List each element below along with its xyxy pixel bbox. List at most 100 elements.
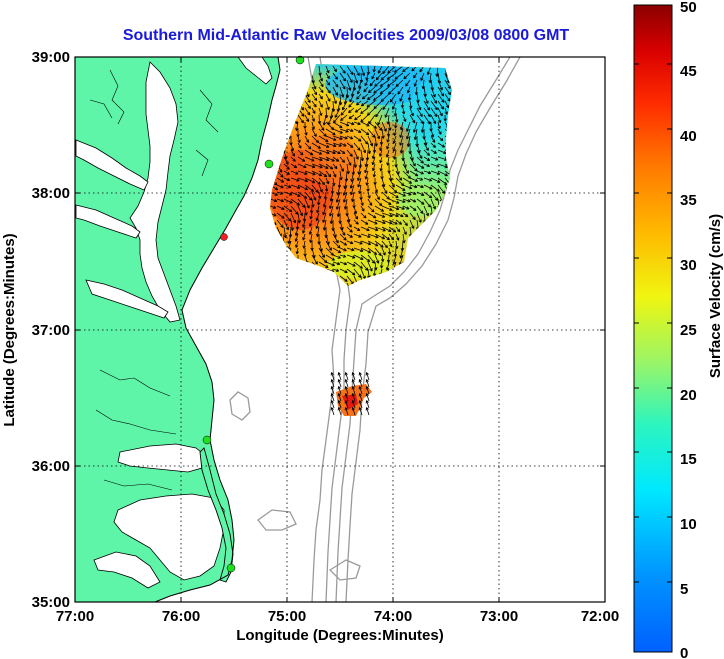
velocity-arrow: [403, 72, 411, 80]
velocity-arrow: [416, 212, 422, 223]
velocity-arrow: [430, 100, 438, 111]
velocity-arrow: [304, 107, 311, 116]
velocity-arrow: [353, 226, 361, 231]
velocity-arrow: [318, 156, 330, 162]
velocity-arrow: [363, 86, 369, 93]
velocity-arrow: [344, 372, 349, 381]
colorbar-tick-label: 10: [680, 516, 697, 533]
velocity-arrow: [444, 100, 450, 109]
velocity-arrow: [374, 233, 386, 240]
velocity-arrow: [409, 212, 416, 221]
velocity-arrow: [276, 205, 285, 210]
velocity-arrow: [325, 142, 337, 148]
neuse-estuary: [93, 551, 161, 589]
velocity-arrow: [381, 240, 388, 249]
velocity-arrow: [402, 226, 407, 235]
velocity-arrow: [325, 177, 330, 185]
velocity-arrow: [369, 79, 376, 87]
velocity-arrow: [360, 100, 369, 107]
velocity-arrow: [353, 205, 358, 215]
velocity-arrow: [413, 72, 418, 79]
velocity-arrow: [332, 65, 337, 73]
x-axis-title: Longitude (Degrees:Minutes): [236, 627, 444, 644]
velocity-arrow: [416, 198, 425, 205]
velocity-arrow: [316, 205, 320, 214]
velocity-arrow: [325, 128, 336, 136]
velocity-arrow: [324, 184, 329, 192]
station-marker[interactable]: [264, 159, 274, 169]
velocity-arrow: [392, 142, 397, 152]
colorbar-tick-label: 15: [680, 451, 697, 468]
velocity-arrow: [353, 233, 362, 238]
velocity-arrow: [297, 156, 306, 162]
velocity-arrow: [337, 372, 342, 381]
velocity-arrow: [295, 121, 299, 131]
station-marker[interactable]: [226, 563, 236, 573]
velocity-arrow: [297, 170, 308, 175]
velocity-arrow: [381, 226, 392, 232]
velocity-arrow: [302, 240, 306, 249]
velocity-arrow: [353, 121, 361, 126]
velocity-arrow: [381, 121, 387, 132]
velocity-arrow: [395, 79, 404, 87]
velocity-arrow: [423, 191, 433, 199]
velocity-arrow: [311, 254, 318, 265]
velocity-arrow: [318, 79, 324, 88]
velocity-arrow: [357, 177, 362, 188]
velocity-arrow: [371, 156, 376, 166]
velocity-arrow: [358, 386, 363, 395]
velocity-arrow: [332, 247, 342, 254]
velocity-arrow: [350, 184, 355, 196]
velocity-arrow: [325, 100, 330, 111]
velocity-arrow: [423, 142, 429, 151]
station-marker[interactable]: [202, 435, 212, 445]
velocity-arrow: [395, 212, 404, 217]
velocity-arrow: [437, 177, 448, 185]
velocity-arrow: [395, 226, 401, 233]
y-axis-title: Latitude (Degrees:Minutes): [1, 233, 18, 426]
velocity-arrow: [399, 93, 404, 102]
delaware-bay: [237, 57, 273, 85]
potomac-estuary: [75, 139, 149, 191]
velocity-arrow: [367, 135, 373, 147]
velocity-arrow: [304, 93, 311, 104]
velocity-arrow: [309, 205, 314, 214]
velocity-arrow: [368, 86, 376, 94]
velocity-arrow: [430, 128, 435, 138]
velocity-arrow: [409, 184, 418, 189]
velocity-arrow: [394, 121, 398, 129]
velocity-arrow: [309, 212, 313, 220]
velocity-arrow: [402, 163, 409, 174]
velocity-arrow: [367, 212, 377, 219]
velocity-arrow: [402, 191, 412, 196]
y-tick-label: 39:00: [32, 49, 70, 66]
velocity-arrow: [332, 170, 337, 178]
velocity-arrow: [443, 114, 447, 122]
velocity-arrow: [329, 198, 334, 209]
velocity-arrow: [346, 240, 354, 245]
velocity-arrow: [358, 379, 363, 388]
velocity-arrow: [336, 205, 341, 218]
velocity-arrow: [400, 121, 404, 131]
velocity-arrow: [437, 128, 442, 135]
velocity-arrow: [335, 198, 341, 210]
velocity-arrow: [430, 86, 436, 98]
velocity-arrow: [330, 407, 335, 416]
velocity-arrow: [379, 156, 383, 164]
velocity-arrow: [308, 226, 313, 235]
velocity-arrow: [385, 261, 390, 271]
velocity-arrow: [360, 142, 366, 154]
velocity-arrow: [339, 135, 348, 140]
velocity-arrow: [353, 72, 359, 84]
velocity-arrow: [344, 393, 349, 402]
velocity-arrow: [360, 240, 372, 246]
velocity-arrow: [332, 268, 340, 272]
station-marker[interactable]: [295, 55, 305, 65]
station-marker[interactable]: [220, 233, 228, 241]
colorbar-tick-label: 5: [680, 581, 688, 598]
velocity-arrow: [340, 107, 348, 116]
velocity-arrow: [332, 79, 339, 88]
velocity-arrow: [416, 170, 424, 175]
velocity-arrow: [346, 65, 354, 76]
velocity-arrow: [437, 114, 442, 124]
